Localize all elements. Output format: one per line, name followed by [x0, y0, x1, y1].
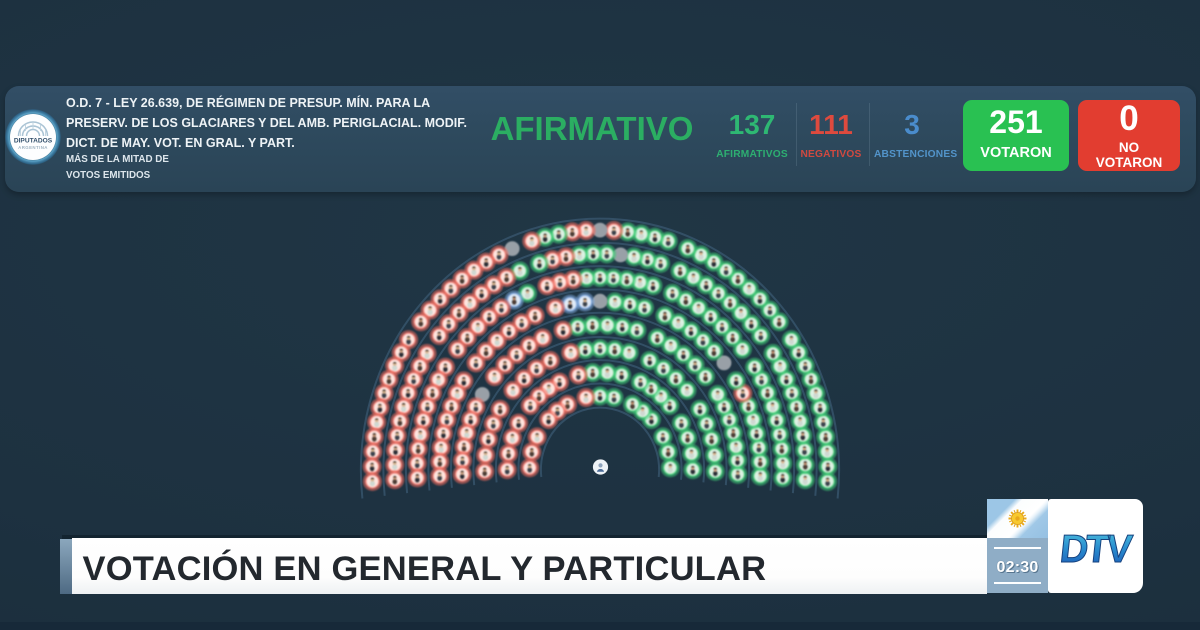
- svg-text:DIPUTADOS: DIPUTADOS: [14, 138, 53, 145]
- svg-text:DTV: DTV: [1058, 528, 1134, 571]
- svg-text:ARGENTINA: ARGENTINA: [18, 145, 48, 150]
